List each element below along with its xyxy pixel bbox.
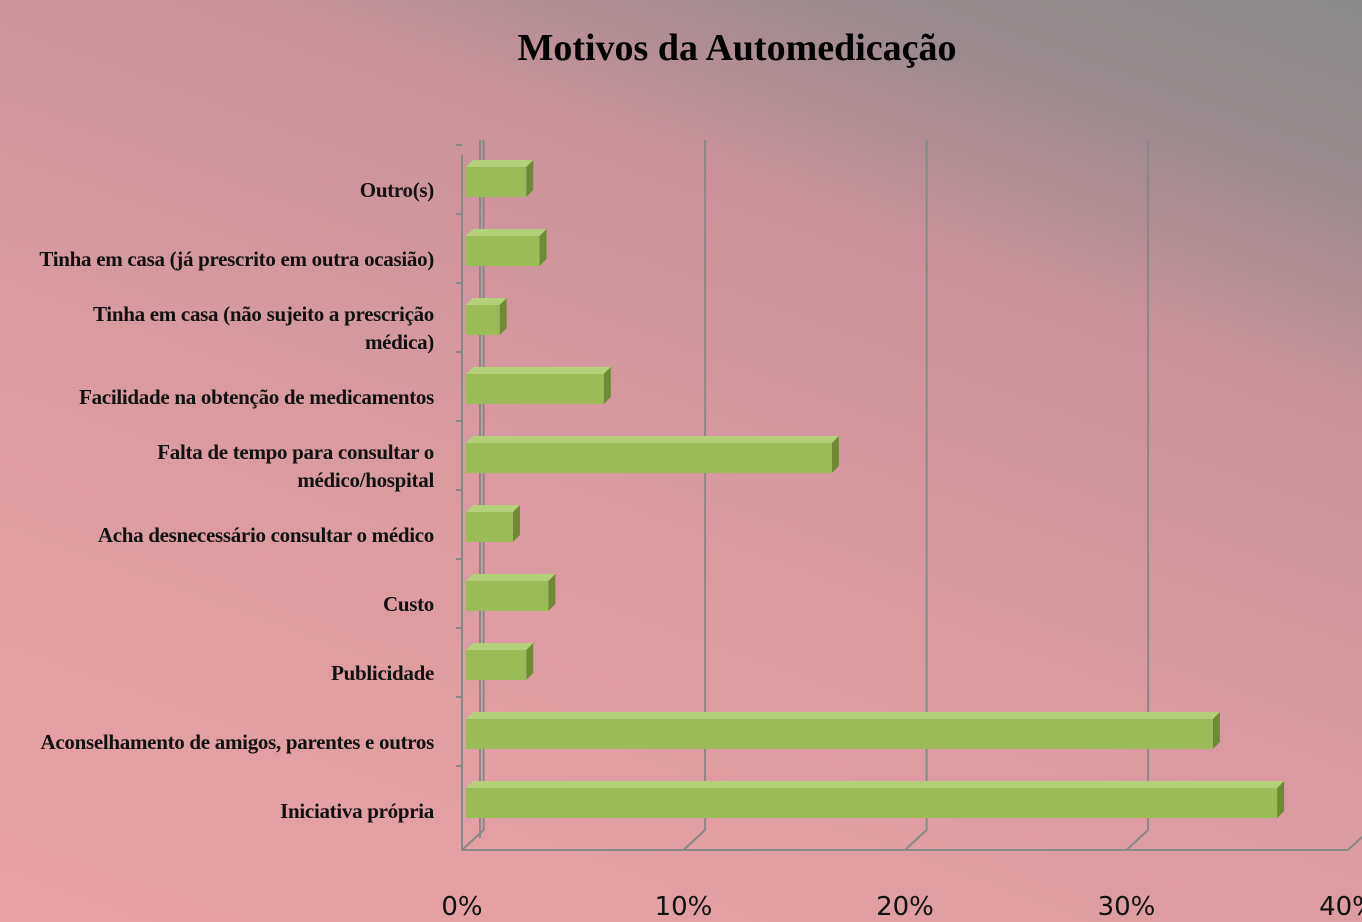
y-tick-label: Facilidade na obtenção de medicamentos [79, 385, 434, 409]
bar [466, 167, 527, 197]
bar-side [1212, 712, 1220, 749]
bar-top [466, 298, 507, 305]
bar [466, 788, 1278, 818]
bar-top [466, 574, 556, 581]
bar-top [466, 643, 534, 650]
y-tick-label: Outro(s) [359, 178, 435, 202]
bar-top [466, 436, 839, 443]
x-tick-label: 30% [1098, 892, 1156, 922]
bar-top [466, 229, 547, 236]
bar-side [1277, 781, 1285, 818]
bar-side [512, 505, 520, 542]
bar-side [831, 436, 839, 473]
y-tick-label: Falta de tempo para consultar o médico/h… [157, 440, 434, 492]
bar [466, 443, 832, 473]
grid-line [682, 140, 707, 851]
x-tick-label: 40% [1319, 892, 1362, 922]
grid-line [1347, 835, 1362, 851]
y-tick-label: Acha desnecessário consultar o médico [97, 523, 434, 547]
x-tick-label: 10% [655, 892, 713, 922]
grid-line [904, 140, 928, 851]
x-tick-label: 20% [876, 892, 934, 922]
bar-side [499, 298, 507, 335]
bar-top [466, 505, 520, 512]
y-tick-label: Publicidade [331, 661, 434, 685]
y-tick-label: Aconselhamento de amigos, parentes e out… [40, 730, 435, 754]
grid-line [1125, 140, 1150, 851]
bar-side [526, 160, 534, 197]
bar-top [466, 367, 611, 374]
bar [466, 305, 500, 335]
bar [466, 581, 549, 611]
y-tick-label: Tinha em casa (não sujeito a prescrição … [92, 302, 434, 354]
bar-top [466, 712, 1220, 719]
bar [466, 236, 540, 266]
bar [466, 719, 1213, 749]
bar [466, 650, 527, 680]
y-tick-label: Tinha em casa (já prescrito em outra oca… [39, 247, 434, 271]
bar [466, 374, 604, 404]
bar-side [548, 574, 556, 611]
x-tick-label: 0% [441, 892, 482, 922]
bar-side [603, 367, 611, 404]
bar [466, 512, 513, 542]
bar-side [539, 229, 547, 266]
y-tick-label: Iniciativa própria [280, 799, 434, 823]
bar-top [466, 160, 534, 167]
bar-side [526, 643, 534, 680]
chart-title: Motivos da Automedicação [517, 27, 956, 69]
y-tick-label: Custo [382, 592, 434, 616]
bar-top [466, 781, 1285, 788]
